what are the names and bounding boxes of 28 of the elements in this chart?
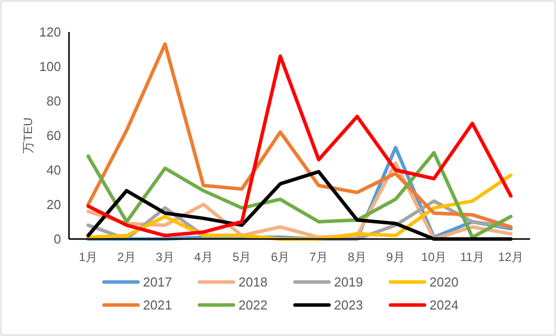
- x-tick-label: 9月: [386, 250, 405, 264]
- x-tick-label: 12月: [498, 250, 524, 264]
- legend-label: 2020: [430, 274, 458, 290]
- x-tick-label: 6月: [270, 250, 290, 264]
- legend-label: 2021: [143, 298, 172, 312]
- y-tick-label: 100: [39, 59, 61, 74]
- y-tick-label: 40: [46, 162, 61, 178]
- legend-label: 2018: [238, 274, 268, 290]
- x-tick-label: 7月: [309, 250, 328, 264]
- x-tick-label: 10月: [421, 250, 447, 264]
- x-tick-label: 3月: [156, 250, 174, 264]
- x-tick-label: 1月: [78, 250, 98, 264]
- y-tick-label: 0: [54, 232, 61, 246]
- x-tick-label: 8月: [348, 250, 366, 264]
- y-tick-label: 20: [46, 197, 61, 212]
- legend-label: 2017: [143, 274, 172, 290]
- x-tick-label: 4月: [194, 250, 213, 264]
- legend-label: 2022: [238, 298, 268, 312]
- y-tick-label: 60: [46, 128, 61, 143]
- legend-label: 2024: [430, 298, 458, 312]
- y-tick-label: 80: [46, 94, 61, 108]
- y-axis-title: 万TEU: [21, 118, 35, 154]
- legend-label: 2023: [334, 298, 363, 312]
- x-tick-label: 5月: [232, 250, 252, 264]
- y-tick-label: 120: [39, 24, 61, 40]
- x-tick-label: 11月: [460, 250, 485, 264]
- legend-label: 2019: [334, 274, 363, 290]
- x-tick-label: 2月: [117, 250, 136, 264]
